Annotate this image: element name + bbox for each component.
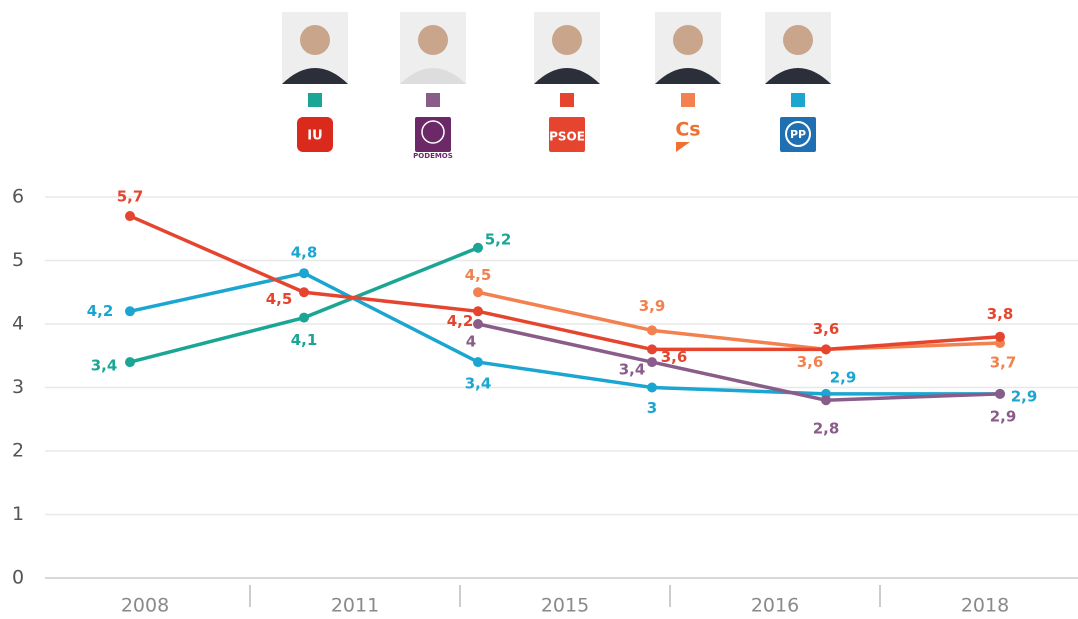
point	[125, 211, 135, 222]
point	[647, 325, 657, 336]
y-tick-label: 5	[12, 249, 24, 271]
value-label: 5,2	[485, 230, 512, 248]
x-tick-label: 2008	[121, 595, 169, 617]
value-label: 4,8	[291, 244, 318, 262]
value-label: 2,9	[990, 407, 1017, 425]
x-tick-label: 2015	[541, 595, 589, 617]
point	[125, 306, 135, 317]
value-label: 3,6	[813, 320, 840, 338]
value-label: 3,8	[987, 305, 1014, 323]
point	[821, 395, 831, 406]
point	[647, 357, 657, 368]
value-label: 3,4	[91, 357, 118, 375]
logo-box	[549, 117, 585, 152]
photo-body	[765, 68, 831, 84]
logo-text: PSOE	[549, 130, 585, 144]
value-label: 5,7	[117, 188, 144, 206]
line	[129, 271, 1000, 396]
value-label: 3,6	[797, 353, 824, 371]
photo-head	[783, 25, 813, 55]
logo-text: IU	[307, 129, 322, 144]
value-label: 3	[647, 399, 657, 417]
value-label: 4,5	[465, 266, 492, 284]
legend-swatch	[791, 93, 805, 107]
photo-head	[673, 25, 703, 55]
value-label: 2,9	[1011, 387, 1038, 405]
point	[473, 287, 483, 298]
point	[473, 319, 483, 329]
value-label: 3,4	[465, 375, 492, 393]
photo-head	[552, 25, 582, 55]
logo-box	[297, 117, 333, 152]
point	[647, 382, 657, 393]
point	[647, 344, 657, 355]
x-tick-label: 2018	[961, 595, 1009, 617]
point	[299, 287, 309, 298]
x-tick-label: 2011	[331, 595, 379, 617]
value-label: 2,8	[813, 420, 840, 438]
y-tick-label: 0	[12, 567, 24, 589]
y-tick-label: 6	[12, 186, 24, 208]
line	[477, 322, 1001, 402]
y-tick-label: 1	[12, 503, 24, 525]
photo-head	[300, 25, 330, 55]
photo-body	[534, 68, 600, 84]
point	[473, 306, 483, 317]
value-label: 3,7	[990, 354, 1017, 372]
logo-text: PP	[790, 128, 806, 141]
point	[821, 344, 831, 355]
photo-head	[418, 25, 448, 55]
point	[473, 357, 483, 368]
legend-swatch	[681, 93, 695, 107]
photo-body	[400, 68, 466, 84]
logo-box	[415, 117, 451, 152]
value-label: 2,9	[830, 368, 857, 386]
line	[129, 214, 1001, 352]
y-tick-label: 3	[12, 376, 24, 398]
photo-body	[282, 68, 348, 84]
legend-swatch	[308, 93, 322, 107]
point	[299, 312, 309, 323]
point	[995, 331, 1005, 342]
point	[995, 388, 1005, 399]
point	[473, 242, 483, 253]
value-label: 4,1	[291, 331, 318, 349]
y-tick-label: 2	[12, 440, 24, 462]
value-label: 4,2	[87, 302, 114, 320]
logo-text: PODEMOS	[413, 152, 453, 160]
logo-text: Cs	[675, 119, 700, 141]
y-tick-label: 4	[12, 313, 24, 335]
point	[125, 357, 135, 368]
value-label: 3,9	[639, 297, 666, 315]
x-tick-label: 2016	[751, 595, 799, 617]
legend-swatch	[426, 93, 440, 107]
point	[299, 268, 309, 279]
logo-circle	[421, 120, 445, 144]
value-label: 4,5	[266, 290, 293, 308]
value-label: 4	[466, 333, 476, 351]
value-label: 3,6	[661, 348, 688, 366]
legend-swatch	[560, 93, 574, 107]
logo-circle	[785, 121, 811, 147]
value-label: 3,4	[619, 361, 646, 379]
logo-mark	[676, 142, 690, 152]
line	[477, 290, 1001, 352]
photo-body	[655, 68, 721, 84]
value-label: 4,2	[447, 312, 474, 330]
